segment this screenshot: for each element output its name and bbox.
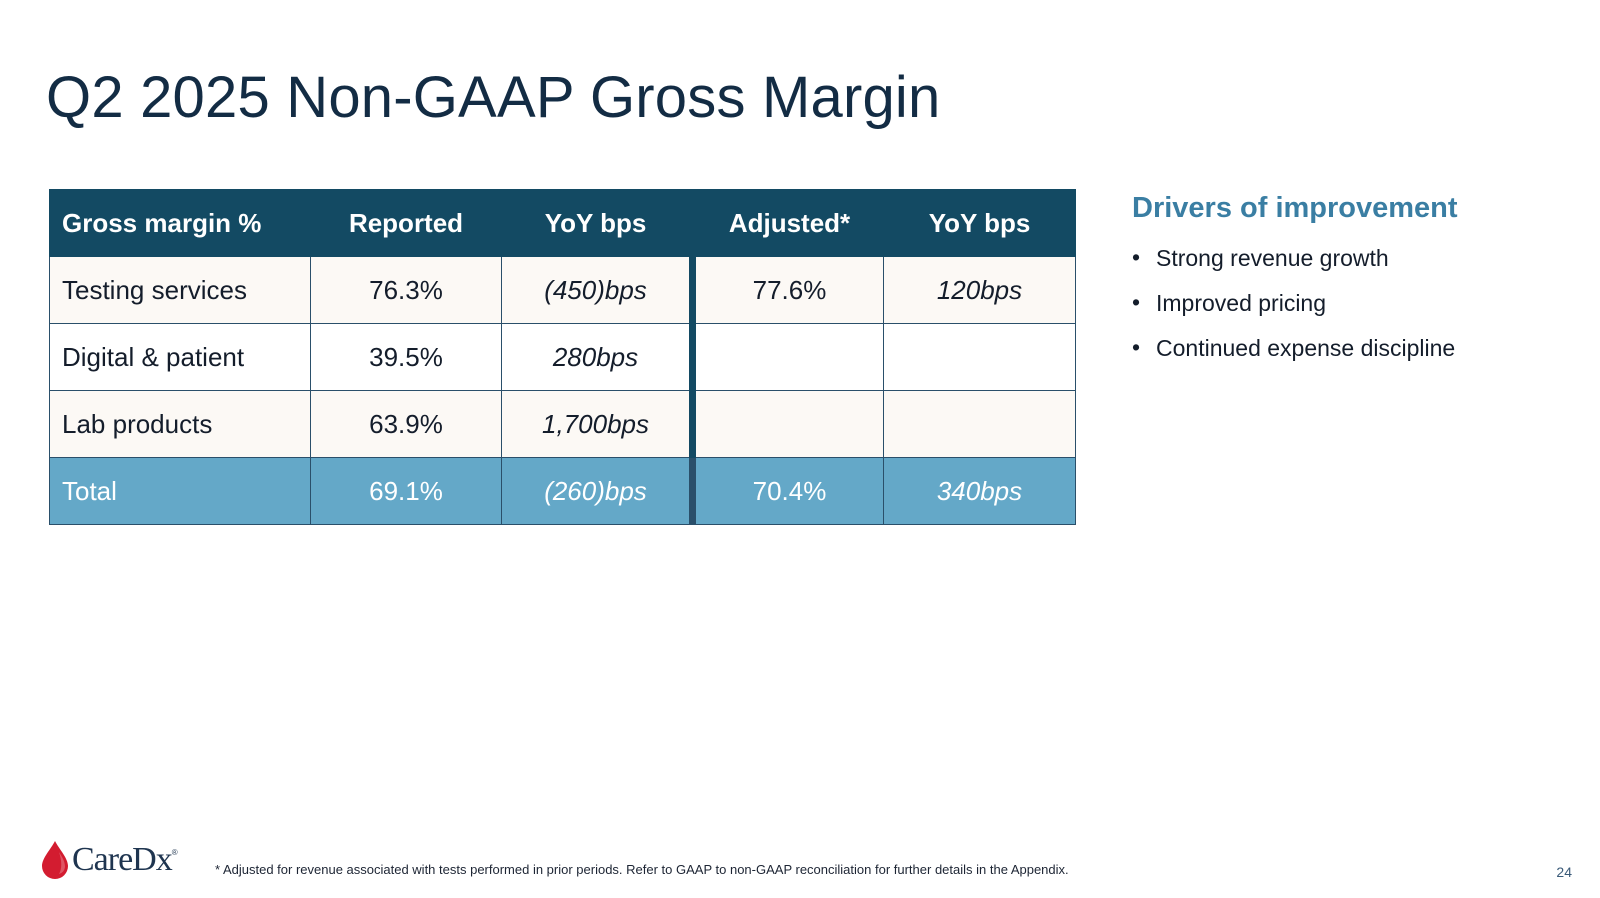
table-header-row: Gross margin % Reported YoY bps Adjusted… (49, 189, 1076, 257)
page-number: 24 (1556, 864, 1572, 880)
list-item-text: Continued expense discipline (1156, 335, 1456, 361)
header-gross-margin: Gross margin % (49, 189, 311, 257)
bullet-icon: • (1132, 244, 1141, 270)
adjusted-value (692, 390, 884, 458)
reported-value: 63.9% (310, 390, 502, 458)
reported-value: 76.3% (310, 256, 502, 324)
drivers-panel: Drivers of improvement • Strong revenue … (1132, 192, 1572, 376)
logo-trademark: ® (171, 848, 178, 857)
total-reported-yoy-value: (260)bps (501, 457, 696, 525)
row-label: Digital & patient (49, 323, 311, 391)
adjusted-value (692, 323, 884, 391)
total-adjusted-value: 70.4% (692, 457, 884, 525)
header-reported: Reported (310, 189, 502, 257)
logo-text: CareDx (72, 841, 173, 878)
table-row: Digital & patient 39.5% 280bps (49, 323, 1076, 391)
adjusted-yoy-value (883, 323, 1076, 391)
list-item: • Continued expense discipline (1132, 331, 1572, 376)
gross-margin-table: Gross margin % Reported YoY bps Adjusted… (49, 189, 1076, 525)
list-item: • Improved pricing (1132, 286, 1572, 331)
row-label: Lab products (49, 390, 311, 458)
reported-yoy-value: (450)bps (501, 256, 696, 324)
total-reported-value: 69.1% (310, 457, 502, 525)
total-label: Total (49, 457, 311, 525)
footnote: * Adjusted for revenue associated with t… (215, 862, 1069, 877)
adjusted-value: 77.6% (692, 256, 884, 324)
adjusted-yoy-value (883, 390, 1076, 458)
reported-value: 39.5% (310, 323, 502, 391)
header-reported-yoy: YoY bps (501, 189, 696, 257)
list-item-text: Improved pricing (1156, 290, 1327, 316)
row-label: Testing services (49, 256, 311, 324)
bullet-icon: • (1132, 289, 1141, 315)
header-adjusted: Adjusted* (692, 189, 884, 257)
header-adjusted-yoy: YoY bps (883, 189, 1076, 257)
table-row: Lab products 63.9% 1,700bps (49, 390, 1076, 458)
drivers-title: Drivers of improvement (1132, 192, 1458, 224)
table-total-row: Total 69.1% (260)bps 70.4% 340bps (49, 457, 1076, 525)
bullet-icon: • (1132, 334, 1141, 360)
table-row: Testing services 76.3% (450)bps 77.6% 12… (49, 256, 1076, 324)
reported-yoy-value: 1,700bps (501, 390, 696, 458)
page-title: Q2 2025 Non-GAAP Gross Margin (46, 65, 941, 130)
total-adjusted-yoy-value: 340bps (883, 457, 1076, 525)
caredx-logo: CareDx ® (40, 840, 178, 880)
reported-yoy-value: 280bps (501, 323, 696, 391)
drivers-list: • Strong revenue growth • Improved prici… (1132, 241, 1572, 376)
list-item: • Strong revenue growth (1132, 241, 1572, 286)
blood-drop-icon (42, 841, 68, 879)
adjusted-yoy-value: 120bps (883, 256, 1076, 324)
list-item-text: Strong revenue growth (1156, 245, 1389, 271)
